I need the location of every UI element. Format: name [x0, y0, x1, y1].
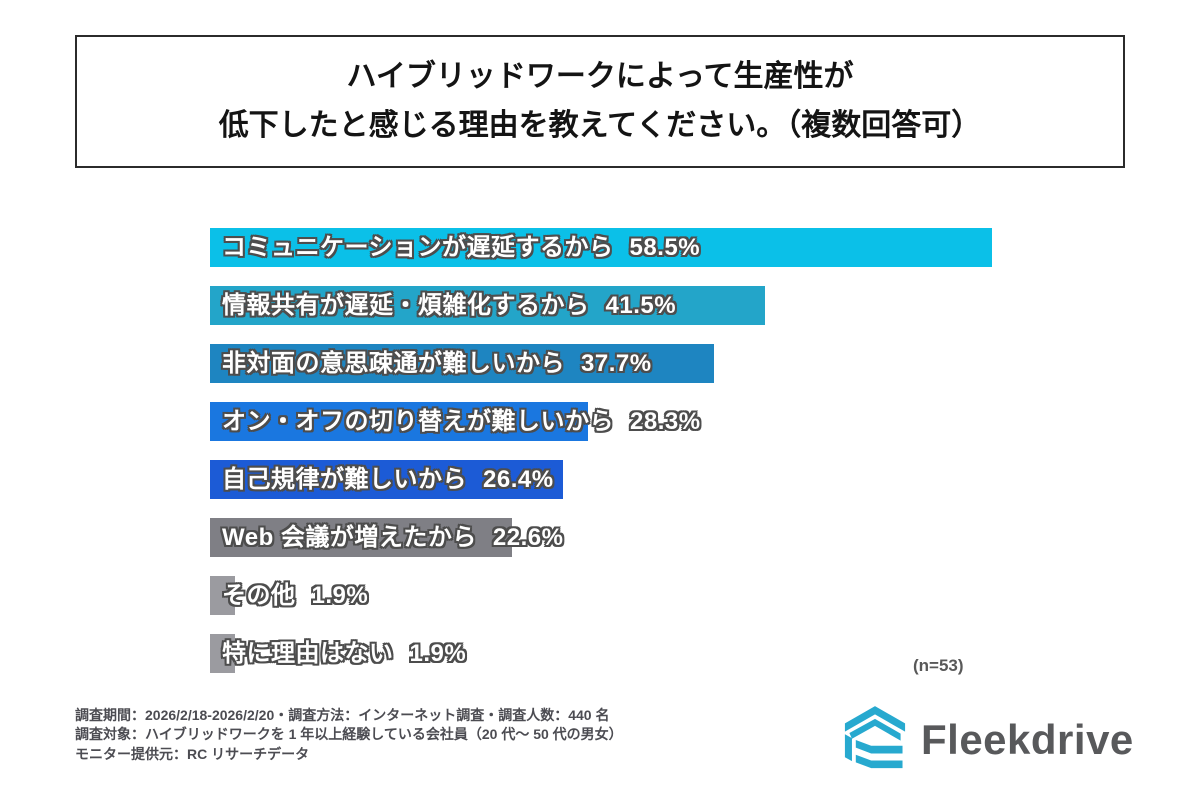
bar-label: Web 会議が増えたから 22.6% [222, 518, 563, 557]
bar-row: オン・オフの切り替えが難しいから 28.3% [210, 402, 1110, 441]
bar-row: コミュニケーションが遅延するから 58.5% [210, 228, 1110, 267]
bar-row: 特に理由はない 1.9% [210, 634, 1110, 673]
sample-size-note: (n=53) [913, 656, 964, 675]
bar [210, 344, 714, 383]
bar-row: Web 会議が増えたから 22.6% [210, 518, 1110, 557]
bar-category-text: その他 [222, 582, 296, 609]
bar-label: 自己規律が難しいから 26.4% [222, 460, 554, 499]
bar-category-text: コミュニケーションが遅延するから [222, 234, 614, 261]
bar-label: コミュニケーションが遅延するから 58.5% [222, 228, 700, 267]
fleekdrive-logo: Fleekdrive [843, 704, 1134, 776]
bar [210, 460, 563, 499]
bar-value-text: 41.5% [605, 292, 677, 319]
bar [210, 576, 235, 615]
bar-value-text: 58.5% [629, 234, 701, 261]
bar-category-text: 情報共有が遅延・煩雑化するから [222, 292, 590, 319]
bar-value-text: 1.9% [409, 640, 467, 667]
bar [210, 518, 512, 557]
bar-label: その他 1.9% [222, 576, 368, 615]
bar-value-text: 37.7% [581, 350, 652, 377]
survey-footnote: 調査期間：2026/2/18-2026/2/20・調査方法：インターネット調査・… [75, 706, 623, 764]
bar [210, 402, 588, 441]
bar-value-text: 1.9% [311, 582, 369, 609]
fleekdrive-logo-text: Fleekdrive [921, 716, 1134, 763]
page-title-line1: ハイブリッドワークによって生産性が [346, 59, 854, 93]
bar-row: 自己規律が難しいから 26.4% [210, 460, 1110, 499]
bar [210, 228, 992, 267]
bar-label: オン・オフの切り替えが難しいから 28.3% [222, 402, 701, 441]
bar [210, 286, 765, 325]
bar-value-text: 26.4% [483, 466, 554, 493]
bar-category-text: 非対面の意思疎通が難しいから [222, 350, 565, 377]
bar-value-text: 28.3% [630, 408, 701, 435]
bar-row: 非対面の意思疎通が難しいから 37.7% [210, 344, 1110, 383]
title-box: ハイブリッドワークによって生産性が 低下したと感じる理由を教えてください。（複数… [75, 35, 1125, 168]
bar-category-text: 自己規律が難しいから [222, 466, 467, 493]
bar-category-text: 特に理由はない [222, 640, 394, 667]
bar-label: 情報共有が遅延・煩雑化するから 41.5% [222, 286, 676, 325]
bar-category-text: Web 会議が増えたから [222, 524, 477, 551]
bar-category-text: オン・オフの切り替えが難しいから [222, 408, 614, 435]
bar-row: 情報共有が遅延・煩雑化するから 41.5% [210, 286, 1110, 325]
survey-footnote-line1: 調査期間：2026/2/18-2026/2/20・調査方法：インターネット調査・… [75, 707, 610, 723]
bar-value-text: 22.6% [492, 524, 564, 551]
bar [210, 634, 235, 673]
fleekdrive-logo-icon [844, 706, 906, 769]
page-title-line2: 低下したと感じる理由を教えてください。（複数回答可） [218, 108, 982, 142]
survey-footnote-line2: 調査対象：ハイブリッドワークを 1 年以上経験している会社員（20 代〜 50 … [75, 726, 623, 743]
bar-label: 非対面の意思疎通が難しいから 37.7% [222, 344, 652, 383]
bar-row: その他 1.9% [210, 576, 1110, 615]
bar-chart: コミュニケーションが遅延するから 58.5% 情報共有が遅延・煩雑化するから 41.5… [210, 228, 1110, 692]
bar-label: 特に理由はない 1.9% [222, 634, 466, 673]
survey-footnote-line3: モニター提供元：RC リサーチデータ [75, 745, 310, 762]
